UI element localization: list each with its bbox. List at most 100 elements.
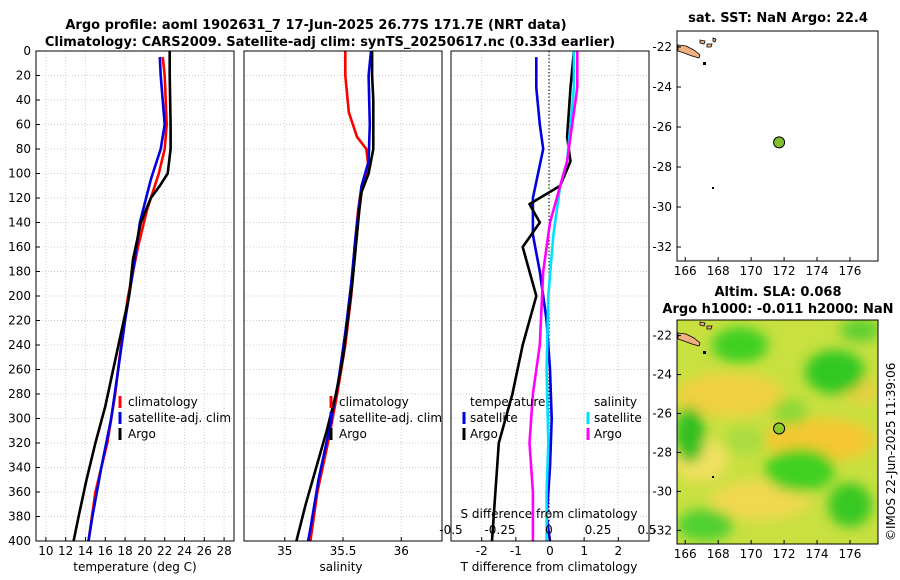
sla-map: Altim. SLA: 0.068 Argo h1000: -0.011 h20… [652, 285, 893, 561]
salinity-legend: climatology satellite-adj. clim Argo [329, 395, 442, 441]
depth-tick-label: 160 [8, 240, 31, 254]
x-tick-label: 28 [216, 544, 231, 558]
latitude-tick-label: -32 [652, 523, 672, 537]
longitude-tick-label: 172 [773, 547, 796, 561]
legend-label-satellite: satellite-adj. clim [339, 411, 442, 425]
difference-legend: temperature satellite Argo salinity sate… [462, 395, 642, 441]
depth-tick-label: 200 [8, 289, 31, 303]
depth-tick-label: 240 [8, 338, 31, 352]
legend-label-satellite: satellite-adj. clim [128, 411, 231, 425]
longitude-tick-label: 174 [806, 264, 829, 278]
depth-tick-label: 340 [8, 461, 31, 475]
depth-tick-label: 60 [16, 118, 31, 132]
longitude-tick-label: 166 [674, 547, 697, 561]
x-tick-label: 12 [58, 544, 73, 558]
legend-label-argo: Argo [339, 427, 367, 441]
depth-tick-label: 20 [16, 69, 31, 83]
x-tick-label: 36 [394, 544, 409, 558]
depth-tick-label: 320 [8, 436, 31, 450]
depth-tick-label: 360 [8, 485, 31, 499]
legend-label-s-satellite: satellite [594, 411, 642, 425]
legend-label-argo: Argo [128, 427, 156, 441]
legend-label-t-satellite: satellite [470, 411, 518, 425]
salinity-panel: 35 35.5 36 salinity climatology satellite-… [243, 50, 443, 574]
depth-tick-label: 100 [8, 167, 31, 181]
x-tick-label: 26 [197, 544, 212, 558]
sst-map: sat. SST: NaN Argo: 22.4 -22 -24 -26 -28 -30… [652, 11, 879, 278]
latitude-tick-label: -22 [652, 329, 672, 343]
longitude-tick-label: 170 [740, 547, 763, 561]
argo-float-marker [773, 136, 786, 149]
s-tick-label: -0.5 [439, 523, 462, 537]
x-tick-label: 14 [78, 544, 93, 558]
figure-title-line2: Climatology: CARS2009. Satellite-adj cli… [45, 35, 615, 50]
s-tick-label: -0.25 [484, 523, 515, 537]
series-line-s-argo [528, 51, 579, 541]
latitude-tick-label: -28 [652, 160, 672, 174]
depth-tick-label: 40 [16, 93, 31, 107]
argo-float-marker [773, 422, 786, 435]
depth-tick-label: 80 [16, 142, 31, 156]
depth-tick-label: 400 [8, 534, 31, 548]
longitude-tick-label: 166 [674, 264, 697, 278]
latitude-tick-label: -26 [652, 406, 672, 420]
land-new-caledonia [677, 44, 701, 59]
land-islet-south [712, 476, 714, 478]
latitude-tick-label: -30 [652, 484, 672, 498]
x-tick-label: 1 [580, 544, 588, 558]
legend-label-t-argo: Argo [470, 427, 498, 441]
series-line-t-argo [490, 51, 576, 541]
land-islet-south [712, 187, 714, 189]
s-tick-label: 0.5 [637, 523, 656, 537]
temperature-legend: climatology satellite-adj. clim Argo [118, 395, 231, 441]
x-tick-label: -2 [476, 544, 488, 558]
imos-stamp: ©IMOS 22-Jun-2025 11:39:06 [884, 363, 898, 541]
t-difference-xlabel: T difference from climatology [460, 560, 638, 574]
longitude-tick-label: 170 [740, 264, 763, 278]
x-tick-label: 0 [546, 544, 554, 558]
difference-panel: -2 -1 0 1 2 -0.5 -0.25 0 0.25 0.5 S difference f… [439, 50, 657, 574]
land-loyalty-islands [699, 37, 717, 48]
latitude-tick-label: -24 [652, 80, 672, 94]
figure-title-line1: Argo profile: aoml 1902631_7 17-Jun-2025… [65, 18, 566, 33]
sst-map-title: sat. SST: NaN Argo: 22.4 [688, 11, 868, 26]
legend-label-climatology: climatology [339, 395, 409, 409]
latitude-tick-label: -30 [652, 200, 672, 214]
x-tick-label: 10 [38, 544, 53, 558]
sla-map-title-line1: Altim. SLA: 0.068 [715, 285, 842, 300]
longitude-tick-label: 172 [773, 264, 796, 278]
x-tick-label: 20 [137, 544, 152, 558]
longitude-tick-label: 168 [707, 264, 730, 278]
depth-tick-label: 180 [8, 265, 31, 279]
temperature-panel: 0 20 40 60 80 100 120 140 160 180 200 220 240 260 280 3… [8, 44, 235, 574]
x-tick-label: 35 [277, 544, 292, 558]
depth-tick-label: 140 [8, 216, 31, 230]
longitude-tick-label: 176 [839, 547, 862, 561]
latitude-tick-label: -28 [652, 445, 672, 459]
legend-title-temperature: temperature [470, 395, 545, 409]
x-tick-label: 2 [614, 544, 622, 558]
latitude-tick-label: -26 [652, 120, 672, 134]
legend-title-salinity: salinity [594, 395, 637, 409]
x-tick-label: 35.5 [330, 544, 357, 558]
s-tick-label: 0 [545, 523, 553, 537]
series-line-t-satellite [531, 57, 553, 541]
x-tick-label: -1 [510, 544, 522, 558]
depth-tick-label: 260 [8, 363, 31, 377]
longitude-tick-label: 168 [707, 547, 730, 561]
depth-tick-label: 220 [8, 314, 31, 328]
latitude-tick-label: -24 [652, 368, 672, 382]
longitude-tick-label: 174 [806, 547, 829, 561]
series-line-argo [72, 51, 172, 541]
s-difference-label: S difference from climatology [461, 507, 638, 521]
depth-tick-label: 300 [8, 412, 31, 426]
depth-tick-label: 380 [8, 510, 31, 524]
temperature-xlabel: temperature (deg C) [73, 560, 196, 574]
x-tick-label: 22 [157, 544, 172, 558]
legend-label-climatology: climatology [128, 395, 198, 409]
x-tick-label: 16 [98, 544, 113, 558]
legend-label-s-argo: Argo [594, 427, 622, 441]
land-new-caledonia [677, 332, 701, 347]
depth-tick-label: 120 [8, 191, 31, 205]
